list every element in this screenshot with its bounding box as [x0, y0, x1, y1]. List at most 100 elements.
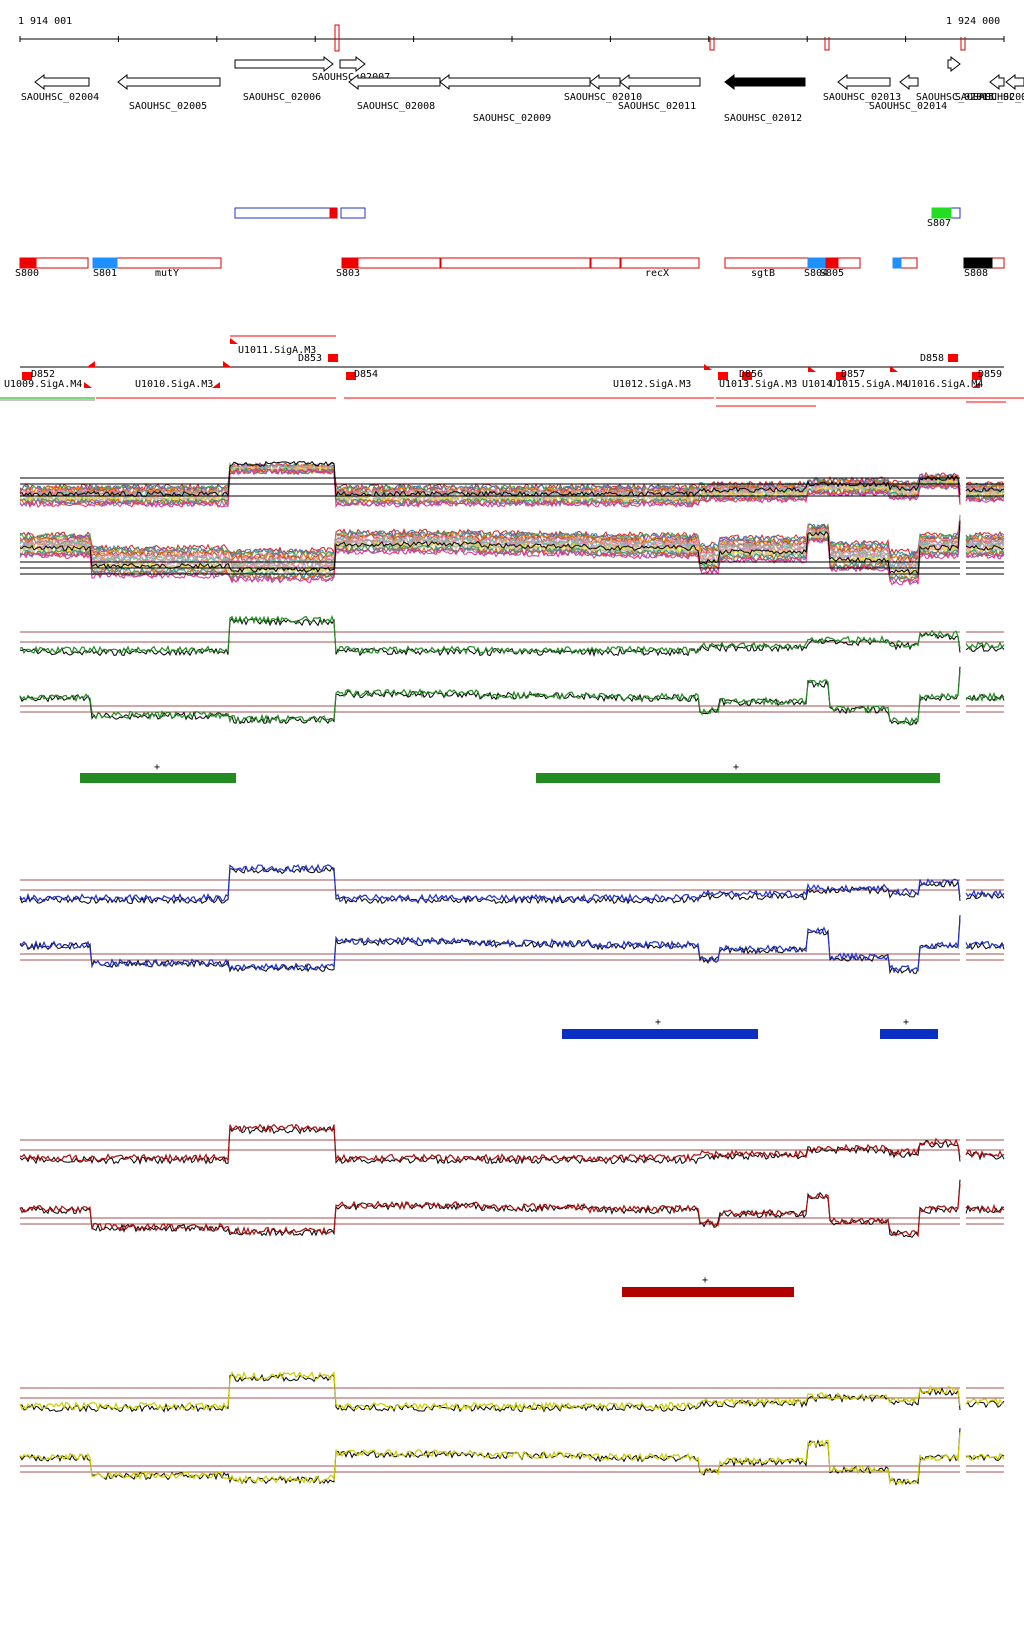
feature-box[interactable]: [825, 257, 839, 269]
feature-label: S803: [336, 268, 360, 279]
feature-box[interactable]: [92, 257, 118, 269]
gene-label: SAOUHSC_02017: [973, 92, 1024, 103]
gene-label: SAOUHSC_02011: [618, 101, 696, 112]
feature-box[interactable]: [724, 257, 861, 269]
region-bar-marks: + + + + +: [154, 762, 909, 1286]
gene-arrow[interactable]: [724, 73, 806, 91]
segment-marker[interactable]: [346, 372, 356, 380]
gene-arrow[interactable]: [1005, 73, 1024, 91]
gene-arrow[interactable]: [439, 73, 591, 91]
segment-flag: [87, 361, 95, 367]
feature-label: mutY: [155, 268, 179, 279]
expression-line: [19, 1374, 1005, 1413]
segment-label: U1015.SigA.M4: [830, 379, 908, 390]
gene-label: SAOUHSC_02016: [955, 92, 1024, 103]
feature-label: S805: [820, 268, 844, 279]
gene-label: SAOUHSC_02005: [129, 101, 207, 112]
expression-line: [19, 460, 1005, 498]
segment-flag: [212, 382, 220, 388]
segment-marker[interactable]: [22, 372, 32, 380]
gene-label: SAOUHSC_02007: [312, 72, 390, 83]
feature-box[interactable]: [340, 207, 366, 219]
feature-box[interactable]: [234, 207, 336, 219]
gene-arrow[interactable]: [619, 73, 701, 91]
segment-label: U1011.SigA.M3: [238, 345, 316, 356]
gene-arrow[interactable]: [947, 55, 961, 73]
expression-line: [19, 614, 1005, 656]
region-plus-mark: +: [903, 1017, 909, 1028]
segment-label: U1012.SigA.M3: [613, 379, 691, 390]
expression-line: [19, 863, 1005, 904]
feature-box[interactable]: [807, 257, 827, 269]
segment-flag: [84, 382, 92, 388]
region-plus-mark: +: [154, 762, 160, 773]
segment-label: D857: [841, 369, 865, 380]
enriched-region-bar[interactable]: [562, 1029, 758, 1039]
gene-arrow[interactable]: [899, 73, 919, 91]
feature-box[interactable]: [963, 257, 993, 269]
feature-box[interactable]: [439, 257, 442, 269]
segment-label: D854: [354, 369, 378, 380]
segment-label: D852: [31, 369, 55, 380]
gene-arrow[interactable]: [117, 73, 221, 91]
expression-line: [19, 915, 1005, 975]
feature-box[interactable]: [341, 257, 359, 269]
segment-track: [0, 335, 1024, 407]
segment-label: D859: [978, 369, 1002, 380]
gene-label: SAOUHSC_02009: [473, 113, 551, 124]
gene-label: SAOUHSC_02008: [357, 101, 435, 112]
feature-box[interactable]: [329, 207, 338, 219]
segment-marker[interactable]: [328, 354, 338, 362]
expression-line: [19, 523, 1005, 581]
segment-flag: [972, 382, 980, 388]
enriched-region-bar[interactable]: [880, 1029, 938, 1039]
feature-box[interactable]: [619, 257, 622, 269]
enriched-region-bar[interactable]: [536, 773, 940, 783]
expression-line: [19, 1123, 1005, 1164]
segment-marker[interactable]: [742, 372, 752, 380]
feature-box[interactable]: [589, 257, 592, 269]
feature-label: S801: [93, 268, 117, 279]
expression-line: [19, 666, 1005, 726]
gene-label: SAOUHSC_02006: [243, 92, 321, 103]
enriched-region-bar[interactable]: [622, 1287, 794, 1297]
feature-label: recX: [645, 268, 669, 279]
gene-label: SAOUHSC_02014: [869, 101, 947, 112]
expression-line: [19, 520, 1005, 576]
segment-label: D856: [739, 369, 763, 380]
gene-arrow[interactable]: [234, 55, 334, 73]
feature-box[interactable]: [341, 257, 700, 269]
gene-arrow[interactable]: [34, 73, 90, 91]
segment-label: U1009.SigA.M4: [4, 379, 82, 390]
expression-line: [19, 1183, 1005, 1238]
segment-flag: [223, 361, 231, 367]
segment-marker[interactable]: [972, 372, 982, 380]
gene-arrow[interactable]: [837, 73, 891, 91]
region-plus-mark: +: [702, 1275, 708, 1286]
gene-arrow[interactable]: [589, 73, 621, 91]
feature-box[interactable]: [931, 207, 952, 219]
segment-label: U1013.SigA.M3: [719, 379, 797, 390]
feature-box[interactable]: [892, 257, 902, 269]
gene-arrow[interactable]: [339, 55, 366, 73]
feature-track: [19, 207, 1005, 269]
segment-label: D858: [920, 353, 944, 364]
expression-line: [19, 1179, 1005, 1238]
segment-marker[interactable]: [948, 354, 958, 362]
gene-label: SAOUHSC_02012: [724, 113, 802, 124]
feature-box[interactable]: [19, 257, 37, 269]
segment-marker[interactable]: [718, 372, 728, 380]
expression-panels: [19, 460, 1005, 1486]
expression-line: [19, 1371, 1005, 1412]
expression-line: [19, 467, 1005, 509]
enriched-region-bar[interactable]: [80, 773, 236, 783]
feature-label: S800: [15, 268, 39, 279]
gene-arrow[interactable]: [989, 73, 1005, 91]
feature-label: S807: [927, 218, 951, 229]
gene-label: SAOUHSC_02004: [21, 92, 99, 103]
gene-label: SAOUHSC_02013: [823, 92, 901, 103]
segment-marker[interactable]: [836, 372, 846, 380]
feature-label: S804: [804, 268, 828, 279]
